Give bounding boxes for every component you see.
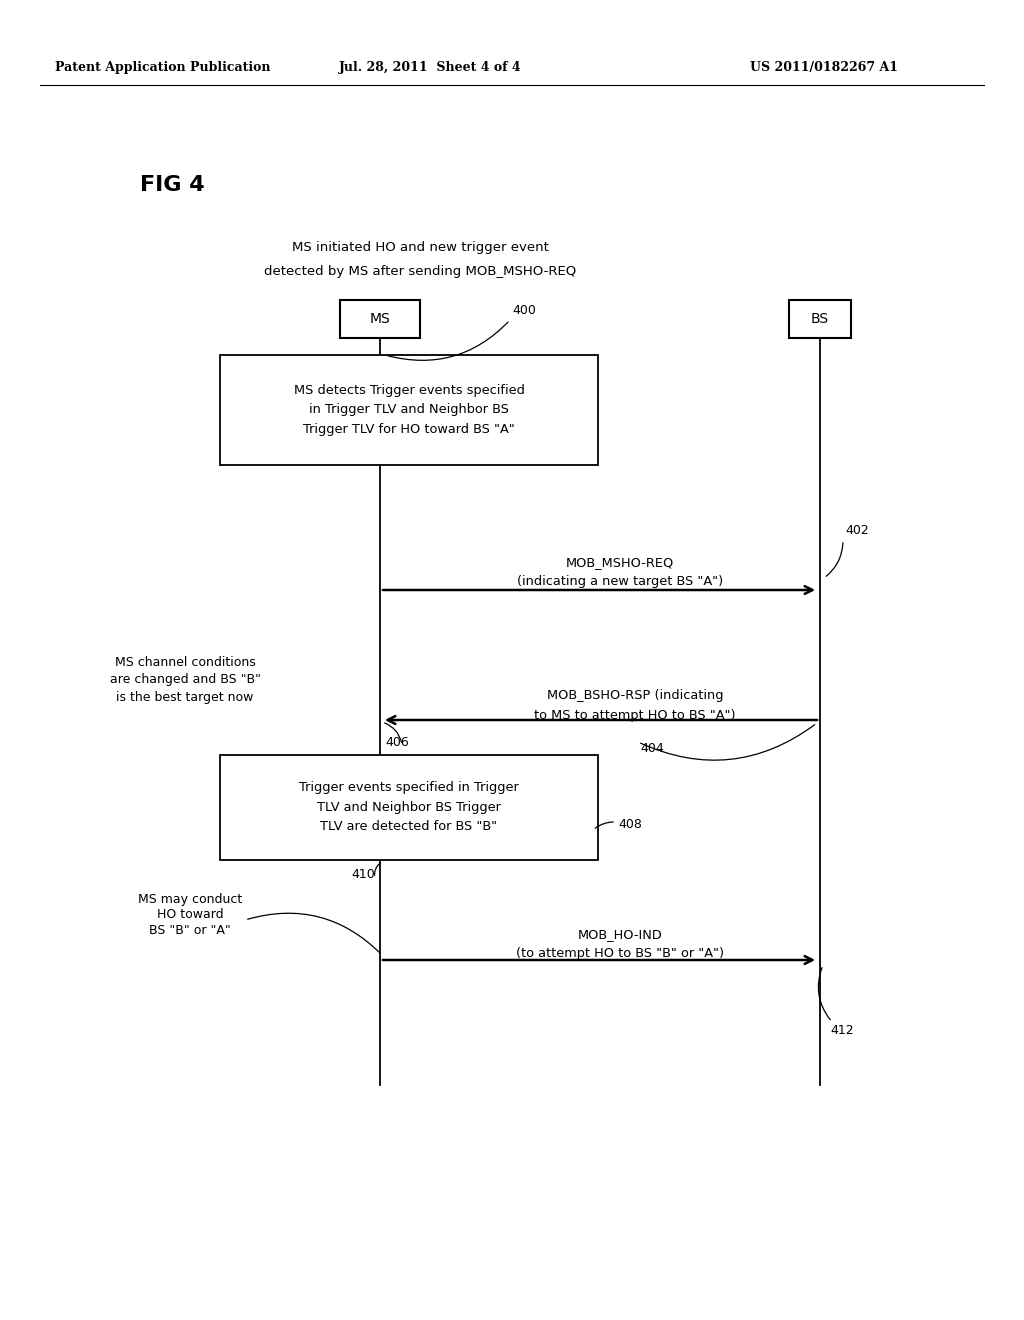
Text: MS initiated HO and new trigger event: MS initiated HO and new trigger event — [292, 242, 549, 255]
Text: 406: 406 — [385, 735, 409, 748]
Text: (to attempt HO to BS "B" or "A"): (to attempt HO to BS "B" or "A") — [516, 948, 724, 961]
Text: 402: 402 — [845, 524, 868, 536]
Text: detected by MS after sending MOB_MSHO-REQ: detected by MS after sending MOB_MSHO-RE… — [264, 265, 577, 279]
Text: HO toward: HO toward — [157, 908, 223, 921]
Text: MOB_MSHO-REQ: MOB_MSHO-REQ — [566, 557, 674, 569]
Text: 410: 410 — [351, 869, 375, 882]
Text: MS may conduct: MS may conduct — [138, 894, 242, 907]
Text: BS: BS — [811, 312, 829, 326]
Text: US 2011/0182267 A1: US 2011/0182267 A1 — [750, 62, 898, 74]
Text: MOB_BSHO-RSP (indicating: MOB_BSHO-RSP (indicating — [547, 689, 723, 702]
Text: to MS to attempt HO to BS "A"): to MS to attempt HO to BS "A") — [535, 709, 736, 722]
Text: (indicating a new target BS "A"): (indicating a new target BS "A") — [517, 576, 723, 589]
Text: 408: 408 — [618, 818, 642, 832]
Bar — [340, 300, 420, 338]
Bar — [790, 300, 851, 338]
Text: Trigger events specified in Trigger
TLV and Neighbor BS Trigger
TLV are detected: Trigger events specified in Trigger TLV … — [299, 781, 519, 833]
Text: is the best target now: is the best target now — [117, 692, 254, 705]
Text: MOB_HO-IND: MOB_HO-IND — [578, 928, 663, 941]
Text: BS "B" or "A": BS "B" or "A" — [150, 924, 230, 936]
Text: are changed and BS "B": are changed and BS "B" — [110, 673, 260, 686]
Text: 400: 400 — [512, 304, 536, 317]
Bar — [220, 355, 598, 465]
Text: FIG 4: FIG 4 — [140, 176, 205, 195]
Text: 412: 412 — [830, 1023, 854, 1036]
Text: MS detects Trigger events specified
in Trigger TLV and Neighbor BS
Trigger TLV f: MS detects Trigger events specified in T… — [294, 384, 524, 436]
Text: MS channel conditions: MS channel conditions — [115, 656, 255, 668]
Bar — [220, 755, 598, 861]
Text: Jul. 28, 2011  Sheet 4 of 4: Jul. 28, 2011 Sheet 4 of 4 — [339, 62, 521, 74]
Text: MS: MS — [370, 312, 390, 326]
Text: Patent Application Publication: Patent Application Publication — [55, 62, 270, 74]
Text: 404: 404 — [640, 742, 664, 755]
